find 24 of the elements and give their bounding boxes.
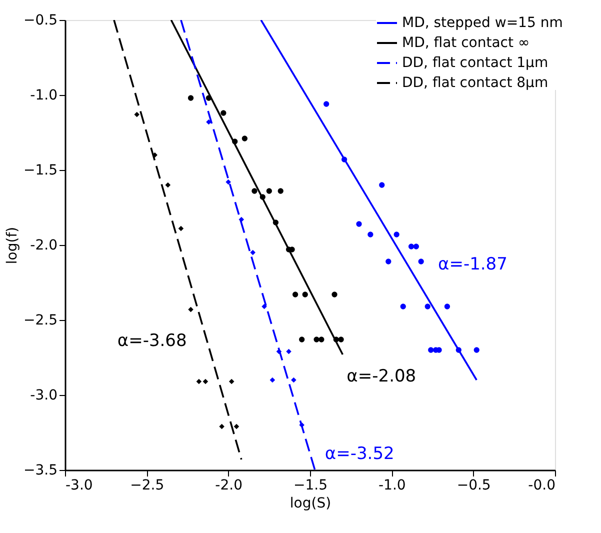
y-tick-label: -1.0	[30, 88, 58, 104]
legend-label: MD, flat contact ∞	[402, 35, 530, 51]
y-tick-label: −3.5	[24, 462, 58, 478]
x-tick-label: -3.0	[66, 478, 93, 494]
x-tick-label: −1.5	[294, 478, 328, 494]
x-axis-title: log(S)	[290, 496, 332, 512]
annotation: α=-1.87	[438, 254, 508, 274]
legend-label: DD, flat contact 1µm	[402, 55, 548, 71]
x-tick-label: -0.0	[528, 478, 556, 494]
y-tick-label: −2.5	[24, 312, 58, 328]
y-tick-label: -3.0	[30, 388, 58, 404]
x-tick-label: -1.0	[378, 478, 406, 494]
y-axis-title: log(f)	[4, 226, 21, 264]
y-tick-label: -2.0	[30, 238, 58, 254]
x-tick-label: −2.5	[130, 478, 164, 494]
annotation: α=-3.52	[324, 444, 394, 464]
annotation: α=-2.08	[346, 366, 416, 386]
annotation: α=-3.68	[117, 331, 187, 351]
legend-label: MD, stepped w=15 nm	[402, 15, 563, 31]
x-tick-label: −0.5	[456, 478, 491, 494]
legend-label: DD, flat contact 8µm	[402, 75, 548, 91]
y-tick-label: −0.5	[24, 12, 58, 28]
y-tick-label: −1.5	[24, 162, 58, 178]
x-tick-label: -2.0	[215, 478, 242, 494]
